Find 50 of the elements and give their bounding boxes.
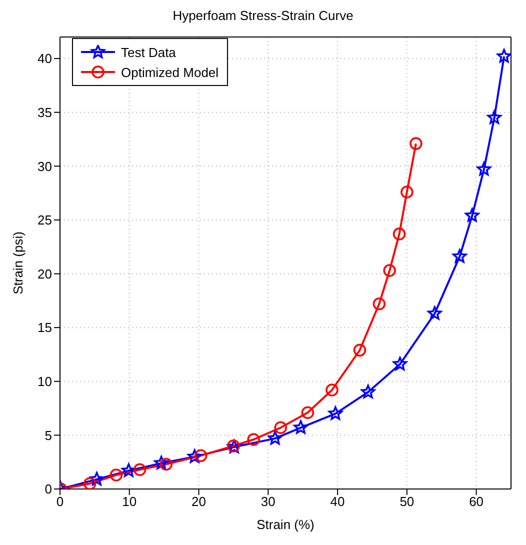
point (428, 306, 442, 320)
x-tick-label: 40 (330, 494, 345, 510)
chart-title: Hyperfoam Stress-Strain Curve (172, 8, 354, 25)
point (301, 406, 314, 419)
y-tick-label: 30 (38, 158, 52, 174)
point (160, 458, 173, 471)
x-tick-label: 10 (122, 494, 137, 510)
point (353, 344, 366, 357)
legend-label: Optimized Model (121, 64, 219, 80)
point (328, 406, 343, 420)
point (188, 449, 202, 463)
point (133, 463, 146, 476)
point (410, 137, 422, 150)
point (294, 420, 308, 434)
point (154, 456, 168, 470)
y-tick-label: 0 (44, 482, 52, 497)
y-tick-label: 10 (38, 374, 52, 389)
point (268, 431, 282, 445)
point (360, 384, 376, 398)
point (110, 468, 123, 482)
point (83, 477, 96, 489)
point (400, 186, 414, 198)
point (90, 472, 104, 486)
x-tick-label: 60 (469, 494, 484, 510)
x-tick-label: 20 (192, 494, 206, 510)
point (392, 356, 408, 370)
point (383, 264, 396, 277)
x-tick-label: 0 (56, 494, 64, 510)
point (487, 110, 502, 124)
point (496, 48, 511, 63)
point (465, 208, 480, 222)
x-axis-title: Strain (%) (256, 517, 314, 532)
point (247, 433, 260, 446)
x-tick-label: 50 (400, 494, 414, 510)
point (372, 297, 386, 310)
point (476, 162, 492, 176)
y-tick-label: 20 (38, 266, 52, 282)
x-tick-label: 30 (260, 494, 276, 510)
y-axis-title: Strain (psi) (10, 232, 26, 294)
point (326, 384, 338, 396)
y-tick-label: 25 (38, 212, 52, 228)
y-tick-label: 35 (38, 104, 52, 120)
y-tick-label: 5 (44, 428, 52, 443)
legend-label: Test Data (121, 44, 176, 60)
y-tick-label: 15 (38, 320, 52, 336)
point (452, 249, 467, 263)
y-tick-label: 40 (38, 51, 52, 66)
point (392, 228, 406, 240)
point (274, 421, 288, 434)
point (122, 463, 136, 477)
